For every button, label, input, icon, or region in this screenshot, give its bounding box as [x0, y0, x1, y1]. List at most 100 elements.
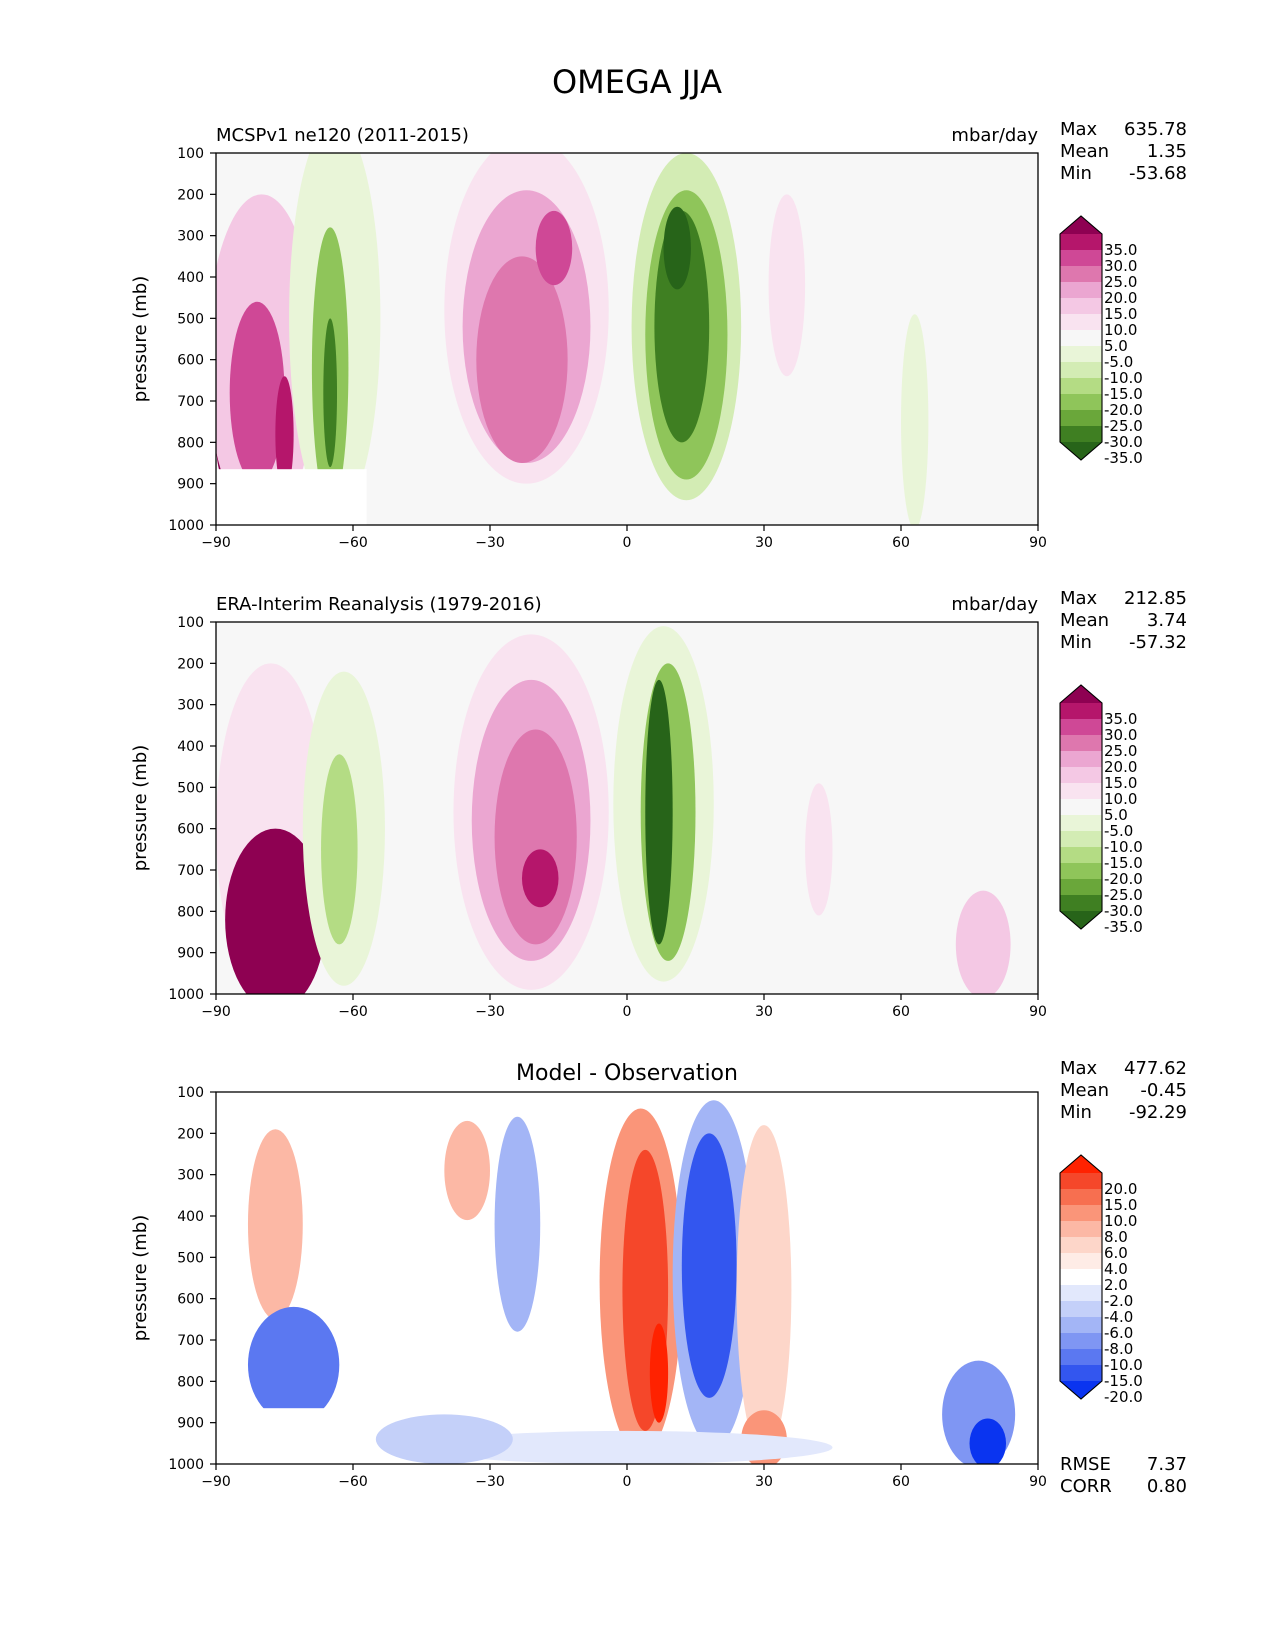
colorbar-extend-min — [1060, 1381, 1102, 1399]
y-axis-label: pressure (mb) — [130, 276, 151, 402]
stat-max-label: Max — [1060, 1058, 1098, 1079]
colorbar-tick-label: -20.0 — [1104, 401, 1143, 419]
y-tick-label: 800 — [177, 1374, 204, 1390]
x-tick-label: 30 — [755, 1004, 773, 1020]
x-tick-label: −30 — [475, 535, 505, 551]
colorbar-segment — [1060, 1365, 1102, 1382]
y-tick-label: 200 — [177, 187, 204, 203]
y-tick-label: 700 — [177, 394, 204, 410]
contour-feature-3 — [275, 376, 294, 492]
colorbar-tick-label: -10.0 — [1104, 1356, 1143, 1374]
x-tick-label: 0 — [623, 1004, 632, 1020]
contour-feature-14 — [969, 1418, 1007, 1464]
colorbar-segment — [1060, 895, 1102, 912]
x-tick-label: 60 — [892, 535, 910, 551]
stat-rmse-value: 7.37 — [1147, 1454, 1187, 1475]
colorbar-segment — [1060, 1285, 1102, 1302]
colorbar: 20.015.010.08.06.04.02.0-2.0-4.0-6.0-8.0… — [1059, 1154, 1143, 1406]
panel-left-title: MCSPv1 ne120 (2011-2015) — [216, 125, 469, 146]
stat-rmse-label: RMSE — [1060, 1454, 1111, 1475]
colorbar-outline — [1059, 684, 1103, 930]
panel-observation: −90 −60 −30 0 30 60 90 100 200 300 400 500 600 700 800… — [130, 588, 1187, 1020]
stat-max-label: Max — [1060, 119, 1098, 140]
colorbar-segment — [1060, 250, 1102, 267]
contour-feature-1 — [225, 828, 326, 994]
contour-features — [216, 153, 929, 525]
stat-mean-value: -0.45 — [1140, 1080, 1187, 1101]
panel-center-title: Model - Observation — [516, 1061, 738, 1086]
y-tick-label: 500 — [177, 311, 204, 327]
colorbar-extend-max — [1060, 1155, 1102, 1173]
topography-mask — [216, 1408, 331, 1464]
colorbar-tick-label: 10.0 — [1104, 790, 1137, 808]
colorbar-segment — [1060, 879, 1102, 896]
colorbar-tick-label: 25.0 — [1104, 742, 1137, 760]
y-tick-label: 300 — [177, 1168, 204, 1184]
colorbar-tick-label: -10.0 — [1104, 838, 1143, 856]
colorbar-tick-label: -5.0 — [1104, 822, 1133, 840]
y-tick-label: 100 — [177, 615, 204, 631]
stat-max-value: 212.85 — [1124, 588, 1187, 609]
colorbar-tick-label: -30.0 — [1104, 902, 1143, 920]
y-tick-label: 1000 — [168, 987, 204, 1003]
colorbar-segment — [1060, 426, 1102, 443]
y-tick-label: 800 — [177, 435, 204, 451]
y-tick-label: 300 — [177, 698, 204, 714]
colorbar-segment — [1060, 1269, 1102, 1286]
contour-feature-10 — [535, 210, 573, 286]
contour-feature-2 — [444, 1120, 490, 1221]
y-tick-label: 1000 — [168, 518, 204, 534]
stat-max-value: 477.62 — [1124, 1058, 1187, 1079]
x-tick-label: −90 — [201, 535, 231, 551]
colorbar-tick-label: -2.0 — [1104, 1292, 1133, 1310]
colorbar-segment — [1060, 1221, 1102, 1238]
colorbar-tick-label: 4.0 — [1104, 1260, 1128, 1278]
colorbar-segment — [1060, 799, 1102, 816]
colorbar-tick-label: -20.0 — [1104, 870, 1143, 888]
colorbar-segment — [1060, 703, 1102, 720]
colorbar-tick-label: 20.0 — [1104, 1180, 1137, 1198]
colorbar-tick-label: -8.0 — [1104, 1340, 1133, 1358]
stat-max-label: Max — [1060, 588, 1098, 609]
y-tick-label: 600 — [177, 822, 204, 838]
y-tick-label: 200 — [177, 1126, 204, 1142]
stat-mean-label: Mean — [1060, 141, 1109, 162]
colorbar-extend-min — [1060, 442, 1102, 460]
stat-min-value: -57.32 — [1129, 632, 1187, 653]
colorbar-outline — [1059, 1154, 1103, 1400]
colorbar-tick-label: -4.0 — [1104, 1308, 1133, 1326]
x-tick-label: 0 — [623, 535, 632, 551]
y-tick-label: 900 — [177, 1416, 204, 1432]
x-tick-label: −60 — [338, 1004, 368, 1020]
colorbar-segment — [1060, 330, 1102, 347]
panel-units: mbar/day — [951, 594, 1038, 615]
colorbar-segment — [1060, 346, 1102, 363]
contour-feature-6 — [649, 1323, 669, 1423]
contour-feature-9 — [736, 1125, 792, 1456]
contour-features — [216, 1100, 1016, 1464]
colorbar-tick-label: 2.0 — [1104, 1276, 1128, 1294]
contour-feature-16 — [901, 314, 929, 525]
stat-min-label: Min — [1060, 163, 1092, 184]
y-tick-label: 200 — [177, 656, 204, 672]
x-tick-label: 60 — [892, 1004, 910, 1020]
contour-feature-1 — [247, 1306, 340, 1423]
contour-feature-2 — [229, 301, 285, 484]
colorbar-segment — [1060, 378, 1102, 395]
colorbar-tick-label: -20.0 — [1104, 1388, 1143, 1406]
contour-feature-10 — [645, 679, 673, 945]
colorbar-segment — [1060, 847, 1102, 864]
contour-feature-3 — [494, 1116, 541, 1332]
y-tick-label: 600 — [177, 1292, 204, 1308]
y-tick-label: 400 — [177, 1209, 204, 1225]
y-tick-label: 900 — [177, 477, 204, 493]
colorbar-segment — [1060, 314, 1102, 331]
colorbar-tick-label: 8.0 — [1104, 1228, 1128, 1246]
contour-feature-15 — [768, 194, 806, 377]
x-tick-label: 90 — [1029, 1474, 1047, 1490]
figure-title: OMEGA JJA — [552, 63, 722, 101]
y-tick-label: 700 — [177, 1333, 204, 1349]
colorbar-tick-label: -5.0 — [1104, 353, 1133, 371]
stat-mean-label: Mean — [1060, 1080, 1109, 1101]
y-tick-label: 100 — [177, 146, 204, 162]
